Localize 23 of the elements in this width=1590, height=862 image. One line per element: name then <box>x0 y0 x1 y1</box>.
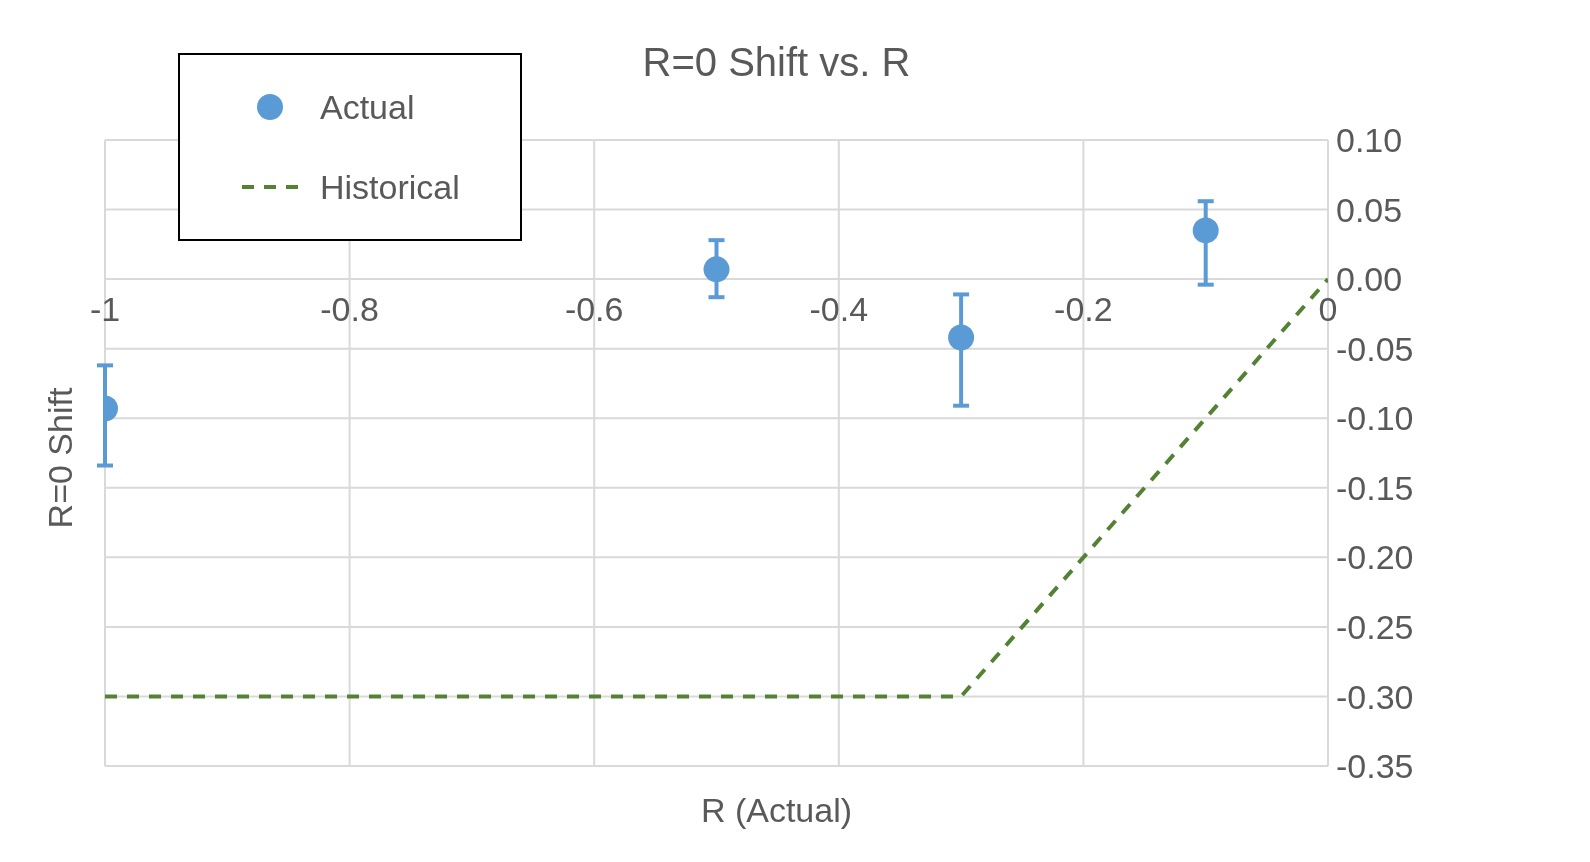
y-tick-label: -0.10 <box>1336 399 1414 438</box>
x-tick-label: -0.8 <box>320 290 379 329</box>
x-tick-label: -1 <box>89 290 121 329</box>
y-tick-label: -0.35 <box>1336 747 1414 786</box>
x-tick-label: -0.4 <box>809 290 869 329</box>
x-axis-title: R (Actual) <box>699 791 854 830</box>
legend-label: Historical <box>320 167 460 207</box>
point <box>948 324 975 351</box>
y-tick-label: -0.30 <box>1336 677 1414 716</box>
x-tick-label: 0 <box>1318 290 1338 329</box>
y-tick-label: -0.15 <box>1336 468 1414 507</box>
y-tick-label: -0.25 <box>1336 607 1414 646</box>
y-tick-label: 0.05 <box>1336 190 1403 229</box>
y-tick-label: -0.20 <box>1336 538 1414 577</box>
legend-label: Actual <box>320 87 415 127</box>
y-tick-label: 0.00 <box>1336 260 1403 299</box>
point <box>1192 217 1219 244</box>
chart-title: R=0 Shift vs. R <box>641 40 912 85</box>
x-tick-label: -0.6 <box>564 290 624 329</box>
y-tick-label: -0.05 <box>1336 329 1414 368</box>
x-tick-label: -0.2 <box>1054 290 1113 329</box>
y-tick-label: 0.10 <box>1336 121 1403 160</box>
y-axis-title: R=0 Shift <box>40 387 80 529</box>
